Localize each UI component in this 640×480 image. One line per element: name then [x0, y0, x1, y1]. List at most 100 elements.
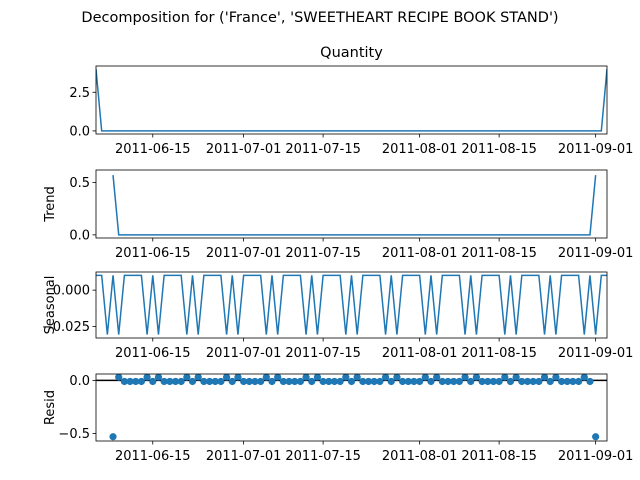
resid-point	[529, 377, 537, 386]
y-tick-label: 0.0	[69, 228, 90, 243]
x-tick-label: 2011-09-01	[558, 246, 634, 261]
x-tick-label: 2011-06-15	[115, 142, 191, 157]
resid-point	[376, 377, 384, 386]
resid-point	[438, 377, 446, 386]
subplot-2: 0.0 0.5 2011-06-15 2011-07-01 2011-07-15 2011…	[43, 169, 634, 261]
plot-area	[96, 374, 607, 441]
resid-point	[484, 377, 492, 386]
plot-area	[112, 175, 597, 236]
resid-point	[319, 377, 327, 386]
x-tick-label: 2011-09-01	[558, 449, 634, 464]
resid-point	[132, 377, 140, 386]
y-tick-label: −0.5	[58, 427, 90, 442]
x-tick-label: 2011-08-01	[382, 246, 458, 261]
x-tick-label: 2011-06-15	[115, 346, 191, 361]
resid-point	[115, 374, 123, 381]
axes-frame	[95, 65, 608, 135]
y-tick-label: 0.0	[69, 374, 90, 389]
resid-point	[404, 377, 412, 386]
resid-point	[313, 374, 322, 381]
resid-point	[410, 377, 418, 386]
resid-point	[285, 377, 293, 386]
resid-point	[183, 374, 191, 381]
subplot-1: 0.0 2.5 2011-06-15 2011-07-01 2011-07-15 2011…	[69, 45, 633, 157]
resid-point	[399, 377, 407, 386]
x-tick-label: 2011-07-15	[285, 246, 361, 261]
resid-point	[240, 377, 248, 386]
resid-point	[347, 377, 356, 386]
x-tick-label: 2011-07-15	[285, 346, 361, 361]
resid-point	[325, 377, 333, 386]
resid-point	[381, 374, 390, 381]
resid-point	[353, 374, 361, 381]
resid-point	[194, 374, 202, 381]
resid-outlier-point	[109, 433, 117, 441]
resid-point	[359, 377, 367, 386]
y-tick-label: 0.0	[69, 124, 90, 139]
subplot-4: 0.0 −0.5 2011-06-15 2011-07-01 2011-07-15 201…	[43, 373, 634, 464]
resid-point	[546, 377, 554, 386]
resid-point	[586, 377, 594, 386]
x-tick-label: 2011-07-01	[206, 142, 282, 157]
resid-point	[143, 374, 151, 381]
resid-point	[149, 377, 157, 386]
series-line	[112, 175, 597, 236]
resid-point	[472, 374, 481, 381]
resid-point	[427, 377, 435, 386]
x-tick-label: 2011-06-15	[115, 246, 191, 261]
resid-point	[177, 377, 185, 386]
y-axis-label: Seasonal	[43, 276, 58, 335]
x-tick-label: 2011-08-15	[461, 346, 537, 361]
resid-point	[268, 377, 276, 386]
resid-point	[336, 377, 344, 386]
y-tick-label: −0.025	[42, 320, 90, 335]
resid-point	[217, 377, 225, 386]
resid-point	[205, 377, 214, 386]
resid-point	[302, 374, 310, 381]
resid-point	[416, 377, 424, 386]
x-tick-label: 2011-09-01	[558, 142, 634, 157]
resid-point	[188, 377, 197, 386]
x-tick-label: 2011-07-01	[206, 246, 282, 261]
x-tick-label: 2011-07-01	[206, 449, 282, 464]
resid-point	[251, 377, 259, 386]
resid-point	[222, 374, 231, 381]
resid-point	[467, 377, 475, 386]
axes-frame	[95, 169, 608, 239]
axes-frame	[95, 373, 608, 442]
resid-point	[370, 377, 378, 386]
y-tick-label: 2.5	[69, 86, 90, 101]
y-tick-label: 0.000	[53, 284, 90, 299]
resid-point	[228, 377, 236, 386]
x-tick-label: 2011-07-01	[206, 346, 282, 361]
resid-outlier-point	[592, 433, 600, 441]
resid-point	[523, 377, 532, 386]
resid-point	[296, 377, 304, 386]
resid-point	[580, 374, 588, 381]
x-tick-label: 2011-08-15	[461, 246, 537, 261]
resid-point	[535, 377, 543, 386]
plot-area	[96, 274, 607, 335]
resid-point	[120, 377, 128, 386]
resid-point	[291, 377, 299, 386]
x-tick-label: 2011-08-01	[382, 346, 458, 361]
y-axis-label: Trend	[43, 186, 58, 223]
resid-point	[540, 374, 549, 381]
y-tick-label: 0.5	[69, 176, 90, 191]
resid-point	[160, 377, 168, 386]
plot-area	[96, 69, 607, 132]
resid-point	[308, 377, 316, 386]
figure-suptitle: Decomposition for ('France', 'SWEETHEART…	[81, 10, 558, 26]
subplot-3: 0.000 −0.025 2011-06-15 2011-07-01 2011-07-1…	[42, 271, 633, 361]
resid-point	[569, 377, 577, 386]
resid-point	[461, 374, 469, 381]
x-tick-label: 2011-08-01	[382, 449, 458, 464]
resid-point	[478, 377, 486, 386]
axes-frame	[95, 271, 608, 339]
x-tick-label: 2011-07-15	[285, 142, 361, 157]
x-tick-label: 2011-08-15	[461, 142, 537, 157]
resid-point	[171, 377, 180, 386]
resid-point	[557, 377, 566, 386]
